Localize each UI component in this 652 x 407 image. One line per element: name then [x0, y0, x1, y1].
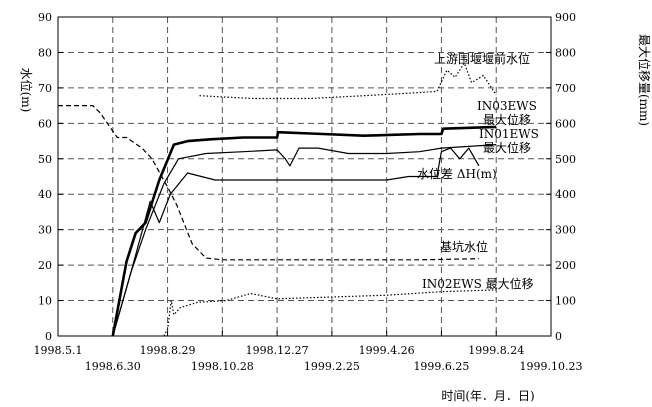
y-right-tick-label: 0 [555, 330, 562, 343]
y-left-tick-label: 70 [38, 82, 52, 95]
y-right-tick-label: 900 [555, 11, 576, 24]
y-axis-left-title: 水位(m) [19, 68, 34, 113]
x-tick-label: 1999.4.26 [359, 344, 415, 357]
y-left-tick-label: 90 [38, 11, 52, 24]
y-right-tick-label: 300 [555, 224, 576, 237]
y-right-tick-label: 600 [555, 117, 576, 130]
x-tick-label: 1999.8.24 [468, 344, 524, 357]
y-left-tick-label: 50 [38, 153, 52, 166]
series-group [58, 62, 497, 337]
annotation-upstream-level: 上游围堰堰前水位 [434, 51, 530, 66]
series-in01ews [112, 144, 497, 337]
x-tick-label: 1998.10.28 [191, 360, 254, 373]
grid [58, 17, 551, 336]
y-right-tick-label: 500 [555, 153, 576, 166]
y-right-tick-label: 800 [555, 46, 576, 59]
y-right-tick-label: 200 [555, 259, 576, 272]
y-left-tick-label: 60 [38, 117, 52, 130]
y-left-tick-label: 0 [45, 330, 52, 343]
y-left-tick-label: 30 [38, 224, 52, 237]
x-axis-title: 时间(年．月．日) [441, 389, 534, 403]
plot-frame [57, 16, 552, 337]
series-water-diff [112, 147, 480, 337]
annotation-in03-name: IN03EWS [477, 99, 537, 113]
x-tick-label: 1999.10.23 [520, 360, 583, 373]
y-left-tick-label: 80 [38, 46, 52, 59]
y-right-tick-label: 400 [555, 188, 576, 201]
series-pit-level [58, 104, 479, 261]
x-tick-label: 1999.6.25 [413, 360, 469, 373]
x-tick-label: 1998.5.1 [34, 344, 83, 357]
annotation-in01-name: IN01EWS [479, 127, 539, 141]
annotation-pit-level: 基坑水位 [440, 239, 488, 254]
annotation-in01-desc: 最大位移 [483, 140, 531, 155]
x-tick-label: 1998.12.27 [246, 344, 309, 357]
annotation-in03-desc: 最大位移 [483, 112, 531, 127]
y-right-tick-label: 700 [555, 82, 576, 95]
y-left-tick-label: 10 [38, 295, 52, 308]
x-tick-label: 1998.8.29 [140, 344, 196, 357]
series-in03ews [111, 125, 497, 337]
y-right-tick-label: 100 [555, 295, 576, 308]
series-upstream-level [199, 62, 497, 100]
x-tick-label: 1999.2.25 [304, 360, 360, 373]
annotation-in02: IN02EWS 最大位移 [422, 276, 534, 291]
x-tick-label: 1998.6.30 [85, 360, 141, 373]
y-left-tick-label: 40 [38, 188, 52, 201]
series-in02ews [163, 289, 497, 337]
y-left-tick-label: 20 [38, 259, 52, 272]
annotation-water-diff: 水位差 ΔH(m) [417, 166, 497, 181]
y-axis-right-title: 最大位移量(mm) [637, 34, 652, 126]
